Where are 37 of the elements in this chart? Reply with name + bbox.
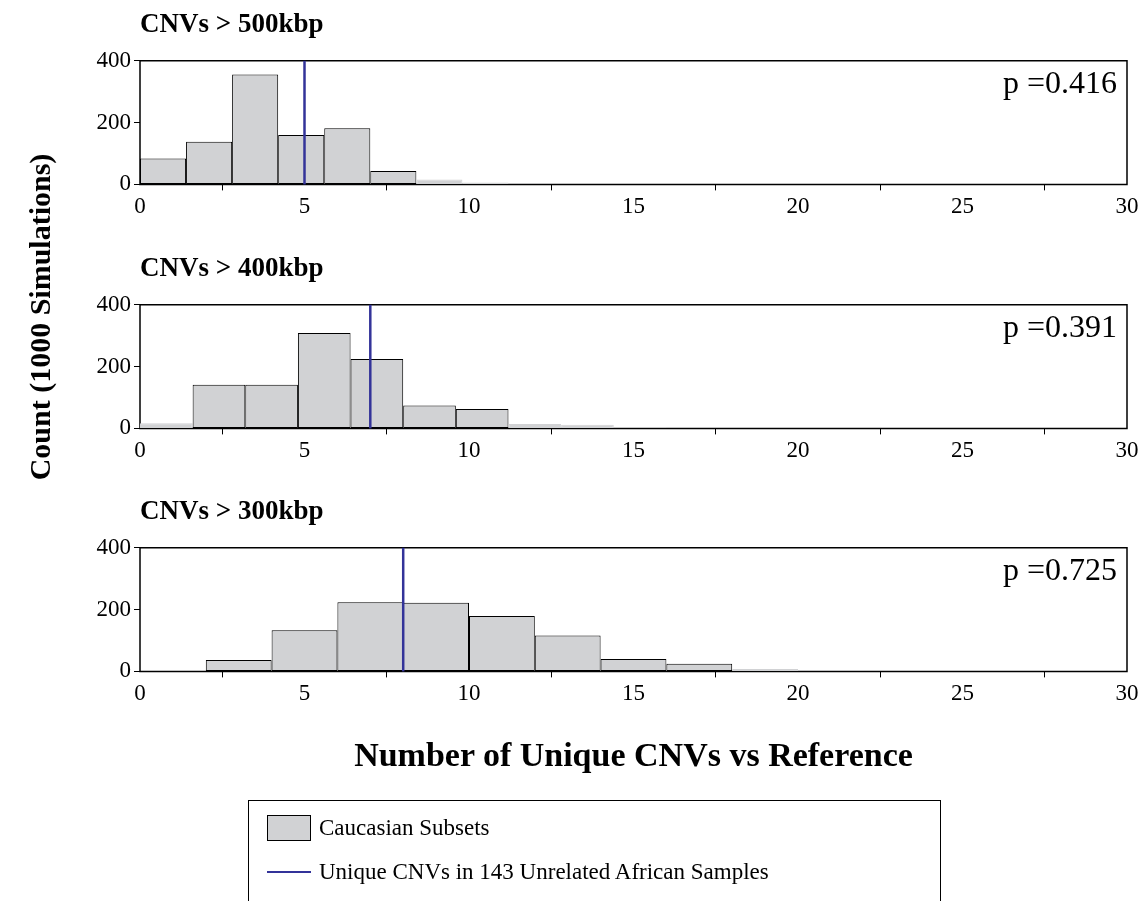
x-tick-label: 10 — [457, 193, 481, 219]
legend-label: Unique CNVs in 143 Unrelated African Samples — [319, 859, 769, 885]
x-tick-label: 30 — [1115, 680, 1139, 706]
x-tick-label: 20 — [786, 437, 810, 463]
y-axis-title: Count (1000 Simulations) — [23, 152, 57, 483]
x-tick-label: 5 — [298, 193, 311, 219]
x-tick-label: 10 — [457, 680, 481, 706]
x-tick-label: 20 — [786, 193, 810, 219]
annotation: p =0.391 — [1002, 308, 1117, 345]
x-tick-label: 25 — [951, 193, 974, 219]
x-tick-label: 10 — [457, 437, 481, 463]
y-tick-label: 0 — [119, 170, 131, 196]
annotation: p =0.725 — [1002, 551, 1117, 588]
chart-title: CNVs > 400kbp — [140, 252, 324, 283]
y-tick-label: 200 — [96, 352, 131, 378]
x-tick-label: 30 — [1115, 437, 1139, 463]
y-tick-label: 400 — [96, 290, 131, 316]
y-tick-label: 200 — [96, 595, 131, 621]
x-tick-label: 20 — [786, 680, 810, 706]
x-tick-label: 25 — [951, 437, 974, 463]
x-tick-label: 5 — [298, 437, 311, 463]
y-tick-label: 0 — [119, 657, 131, 683]
x-axis-title: Number of Unique CNVs vs Reference — [353, 736, 914, 774]
y-tick-label: 400 — [96, 46, 131, 72]
x-tick-label: 15 — [622, 437, 645, 463]
y-tick-label: 0 — [119, 414, 131, 440]
legend-label: Caucasian Subsets — [319, 815, 490, 841]
x-tick-label: 25 — [951, 680, 974, 706]
x-tick-label: 30 — [1115, 193, 1139, 219]
chart-title: CNVs > 300kbp — [140, 495, 324, 526]
x-tick-label: 15 — [622, 680, 645, 706]
x-tick-label: 15 — [622, 193, 645, 219]
chart-title: CNVs > 500kbp — [140, 8, 324, 39]
x-tick-label: 5 — [298, 680, 311, 706]
y-tick-label: 200 — [96, 108, 131, 134]
y-tick-label: 400 — [96, 533, 131, 559]
annotation: p =0.416 — [1002, 64, 1117, 101]
